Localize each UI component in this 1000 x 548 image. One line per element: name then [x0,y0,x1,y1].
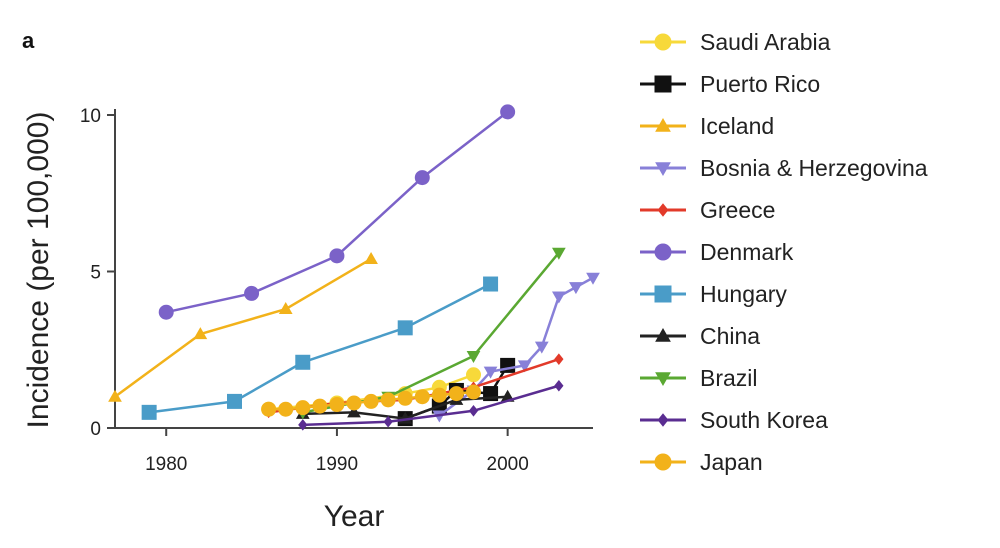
legend-item-denmark: Denmark [640,239,794,265]
data-point-japan [261,401,277,417]
data-point-denmark [158,304,174,320]
data-point-iceland [108,389,122,402]
legend-item-china: China [640,323,760,349]
series-line-south-korea [302,384,560,427]
series-brazil [295,247,566,420]
data-point-hungary [397,320,413,336]
data-point-hungary [141,404,157,420]
data-point-japan [414,389,430,405]
y-tick-label: 5 [90,263,101,284]
data-point-japan [380,392,396,408]
series-hungary [141,276,499,420]
data-point-hungary [483,276,499,292]
legend-label: Hungary [700,281,787,307]
data-point-denmark [329,248,345,264]
legend-label: China [700,323,760,349]
legend-item-brazil: Brazil [640,365,758,391]
legend-label: Puerto Rico [700,71,820,97]
data-point-denmark [244,285,260,301]
data-point-japan [397,390,413,406]
legend-label: Bosnia & Herzegovina [700,155,928,181]
data-point-hungary [227,393,242,409]
data-point-bosnia-herzegovina [517,360,532,373]
panel-label: a [22,28,35,53]
data-point-bosnia-herzegovina [551,291,566,304]
legend-marker [654,243,672,261]
data-point-denmark [500,104,516,120]
data-point-japan [363,393,379,409]
legend-marker [654,33,672,51]
legend-label: Saudi Arabia [700,29,831,55]
x-tick-label: 2000 [487,454,529,475]
data-point-japan [278,401,294,417]
y-tick-label: 10 [80,106,101,127]
data-point-bosnia-herzegovina [534,341,549,354]
data-point-iceland [193,327,208,340]
legend-marker [657,203,669,217]
legend-marker [654,285,672,303]
x-tick-label: 1980 [145,454,187,475]
legend-label: Greece [700,197,775,223]
legend-marker [655,327,671,342]
data-point-iceland [278,302,293,315]
legend-marker [655,117,671,132]
y-axis-title: Incidence (per 100,000) [22,112,55,429]
legend-marker [654,75,672,93]
legend-item-iceland: Iceland [640,113,774,139]
series-denmark [158,104,516,320]
legend-item-bosnia-herzegovina: Bosnia & Herzegovina [640,155,928,181]
legend-label: South Korea [700,407,828,433]
data-point-japan [466,384,481,400]
legend-label: Iceland [700,113,774,139]
data-point-brazil [466,351,481,364]
y-tick-label: 0 [90,419,101,440]
data-point-japan [329,397,345,413]
legend: Saudi Arabia Puerto Rico Iceland Bosnia & H… [640,29,928,475]
legend-item-greece: Greece [640,197,775,223]
data-point-iceland [364,251,378,264]
series-south-korea [298,379,564,431]
x-axis-title: Year [324,500,385,533]
legend-item-puerto-rico: Puerto Rico [640,71,820,97]
data-point-south-korea [298,419,308,431]
data-point-south-korea [383,415,393,428]
series-line-iceland [114,257,372,398]
legend-item-hungary: Hungary [640,281,787,307]
data-point-denmark [414,170,430,186]
axes: 0 5 10 1980 1990 2000 [80,106,593,475]
data-point-bosnia-herzegovina [569,282,583,295]
legend-marker [654,453,672,471]
legend-item-south-korea: South Korea [640,407,828,433]
series-iceland [108,251,378,402]
data-point-greece [554,353,564,365]
data-point-brazil [551,247,566,260]
data-point-japan [448,386,464,402]
data-point-japan [312,398,328,414]
data-point-saudi-arabia [466,367,481,383]
series-line-denmark [165,110,509,314]
data-point-china [347,405,361,418]
legend-label: Brazil [700,365,758,391]
data-point-bosnia-herzegovina [586,272,600,285]
legend-item-japan: Japan [640,449,763,475]
legend-marker [655,162,671,177]
data-point-japan [431,387,447,403]
legend-marker [657,413,669,427]
data-point-hungary [295,354,311,370]
data-point-japan [295,400,311,416]
data-point-south-korea [554,379,564,392]
plot-area [108,104,600,431]
legend-item-saudi-arabia: Saudi Arabia [640,29,831,55]
series-japan [261,384,481,417]
data-point-bosnia-herzegovina [483,366,498,379]
legend-label: Japan [700,449,763,475]
data-point-south-korea [468,404,479,417]
data-point-japan [346,395,362,411]
x-tick-label: 1990 [316,454,358,475]
legend-label: Denmark [700,239,794,265]
legend-marker [655,372,671,387]
